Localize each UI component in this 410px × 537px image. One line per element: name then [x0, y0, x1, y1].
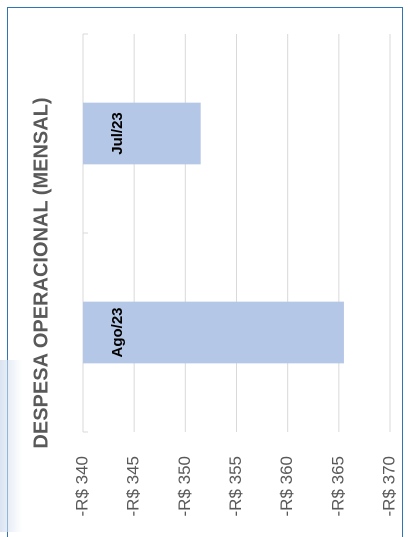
category-labels: Jul/23 Ago/23	[109, 112, 126, 357]
value-tick-label: -R$ 370	[379, 456, 398, 516]
category-label: Jul/23	[109, 112, 126, 155]
bar-ago-23	[83, 301, 344, 364]
value-tick-label: -R$ 365	[328, 456, 347, 516]
value-tick-label: -R$ 355	[226, 456, 245, 516]
bar-jul-23	[83, 102, 201, 165]
value-axis-labels: -R$ 340 -R$ 345 -R$ 350 -R$ 355 -R$ 360 -R$ 3…	[72, 456, 398, 516]
value-tick-label: -R$ 345	[124, 456, 143, 516]
category-axis-ticks	[83, 33, 88, 433]
value-tick-label: -R$ 340	[72, 456, 91, 516]
chart-frame	[7, 7, 403, 537]
category-label: Ago/23	[109, 307, 126, 357]
bars	[83, 102, 344, 364]
value-tick-label: -R$ 350	[175, 456, 194, 516]
frame-shadow	[0, 360, 22, 532]
gridlines	[82, 34, 391, 432]
value-tick-label: -R$ 360	[277, 456, 296, 516]
chart-title: DESPESA OPERACIONAL (MENSAL)	[30, 97, 52, 448]
